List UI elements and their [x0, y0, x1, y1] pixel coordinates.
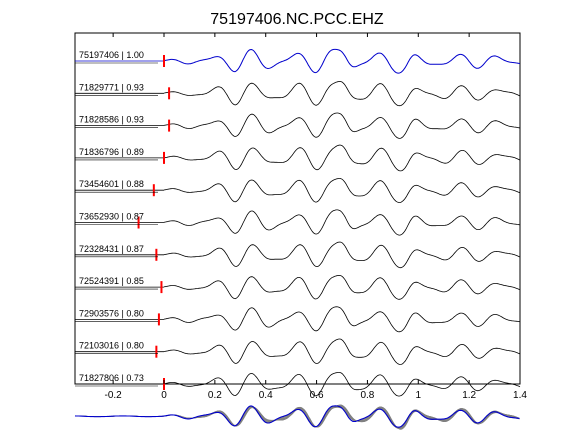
x-tick-label: 0.8 [360, 390, 374, 401]
x-tick-label: 0.6 [310, 390, 324, 401]
trace-line [163, 144, 521, 172]
trace-line [163, 241, 521, 269]
trace-label: 72903576 | 0.80 [79, 308, 144, 318]
x-tick-label: 1 [416, 390, 422, 401]
trace-line [163, 178, 521, 203]
trace-label: 73454601 | 0.88 [79, 179, 144, 189]
trace-label: 71827806 | 0.73 [79, 373, 144, 383]
trace-line [163, 48, 521, 74]
x-tick-label: 0.2 [208, 390, 222, 401]
x-axis: -0.2 0 0.2 0.4 0.6 0.8 1 1.2 1.4 [105, 33, 527, 401]
x-tick-label: 0 [161, 390, 167, 401]
x-tick-label: -0.2 [105, 390, 123, 401]
x-tick-label: 0.4 [259, 390, 273, 401]
trace-label: 72103016 | 0.80 [79, 341, 144, 351]
trace-label: 71828586 | 0.93 [79, 115, 144, 125]
trace-label: 73652930 | 0.87 [79, 212, 144, 222]
trace-label: 71829771 | 0.93 [79, 82, 144, 92]
stack-reference-trace [74, 405, 520, 428]
trace-labels: 75197406 | 1.00 71829771 | 0.93 71828586 |… [75, 50, 158, 387]
trace-line [163, 112, 521, 139]
x-tick-label: 1.4 [513, 390, 527, 401]
trace-label: 71836796 | 0.89 [79, 147, 144, 157]
trace-label: 75197406 | 1.00 [79, 50, 144, 60]
trace-line [163, 338, 521, 365]
trace-line [163, 80, 521, 107]
trace-line [163, 274, 521, 300]
trace-line [163, 372, 521, 397]
x-tick-label: 1.2 [462, 390, 476, 401]
plot-frame [74, 32, 521, 385]
trace-label: 72524391 | 0.85 [79, 276, 144, 286]
traces-layer [74, 48, 521, 430]
chart-title: 75197406.NC.PCC.EHZ [210, 11, 384, 28]
trace-label: 72328431 | 0.87 [79, 244, 144, 254]
trace-line [163, 209, 521, 236]
trace-line [163, 306, 521, 333]
